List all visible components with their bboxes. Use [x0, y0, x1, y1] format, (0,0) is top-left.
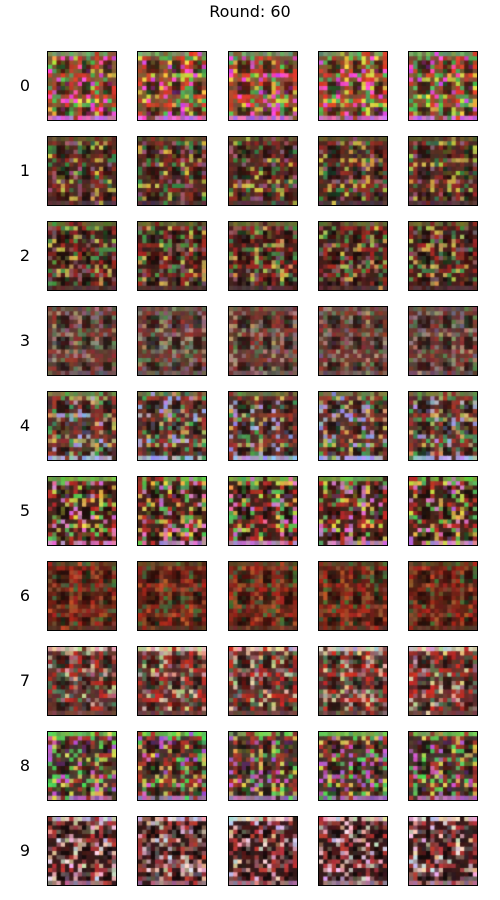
- sample-image: [318, 646, 388, 716]
- sample-image: [137, 306, 207, 376]
- sample-image: [228, 646, 298, 716]
- sample-image: [228, 221, 298, 291]
- sample-image: [228, 391, 298, 461]
- sample-image: [408, 391, 478, 461]
- row-label: 1: [19, 161, 31, 180]
- sample-image: [318, 221, 388, 291]
- sample-image: [318, 476, 388, 546]
- sample-image: [137, 136, 207, 206]
- row-label: 4: [19, 416, 31, 435]
- row-label: 2: [19, 246, 31, 265]
- sample-image: [47, 221, 117, 291]
- sample-image: [408, 221, 478, 291]
- sample-image: [318, 306, 388, 376]
- sample-image: [137, 476, 207, 546]
- row-label: 7: [19, 671, 31, 690]
- sample-image: [228, 816, 298, 886]
- sample-image: [47, 306, 117, 376]
- sample-image: [408, 306, 478, 376]
- sample-image: [408, 51, 478, 121]
- sample-image: [408, 646, 478, 716]
- sample-image: [47, 391, 117, 461]
- sample-image: [137, 51, 207, 121]
- sample-image: [47, 816, 117, 886]
- sample-image: [137, 221, 207, 291]
- sample-image: [137, 646, 207, 716]
- row-label: 0: [19, 76, 31, 95]
- sample-image: [318, 561, 388, 631]
- sample-image: [47, 136, 117, 206]
- sample-image: [318, 136, 388, 206]
- sample-image: [408, 561, 478, 631]
- sample-image: [408, 476, 478, 546]
- sample-image: [318, 391, 388, 461]
- sample-image: [228, 51, 298, 121]
- sample-image: [228, 561, 298, 631]
- sample-image: [408, 731, 478, 801]
- sample-image: [408, 136, 478, 206]
- row-label: 9: [19, 841, 31, 860]
- sample-image: [47, 476, 117, 546]
- sample-image: [318, 731, 388, 801]
- sample-image: [137, 816, 207, 886]
- figure-title: Round: 60: [209, 2, 291, 21]
- sample-image: [47, 646, 117, 716]
- sample-image: [318, 816, 388, 886]
- sample-image: [228, 136, 298, 206]
- sample-image: [47, 561, 117, 631]
- sample-image: [137, 731, 207, 801]
- row-label: 8: [19, 756, 31, 775]
- sample-image: [47, 731, 117, 801]
- sample-image: [318, 51, 388, 121]
- sample-image: [228, 731, 298, 801]
- row-label: 3: [19, 331, 31, 350]
- sample-image: [137, 561, 207, 631]
- sample-image: [408, 816, 478, 886]
- sample-image: [137, 391, 207, 461]
- sample-image: [228, 476, 298, 546]
- row-label: 6: [19, 586, 31, 605]
- sample-image: [47, 51, 117, 121]
- row-label: 5: [19, 501, 31, 520]
- sample-image: [228, 306, 298, 376]
